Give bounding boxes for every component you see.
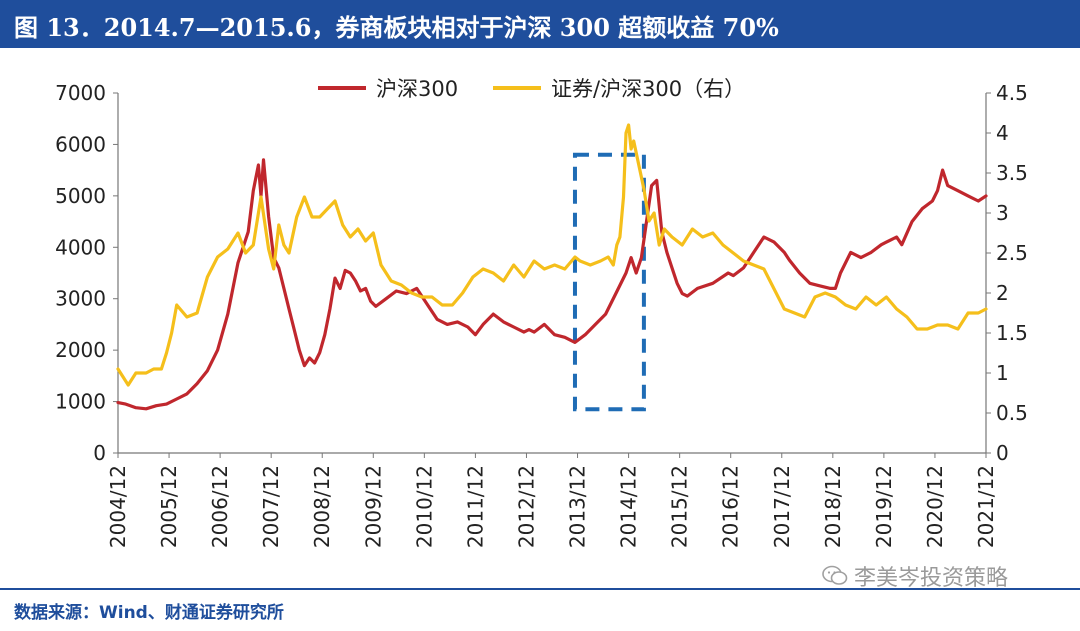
x-tick-label: 2021/12	[974, 465, 998, 548]
x-tick-label: 2010/12	[412, 465, 436, 548]
x-tick-label: 2019/12	[872, 465, 896, 548]
y-left-tick-label: 1000	[55, 390, 106, 414]
footer-divider	[0, 588, 1080, 590]
legend-label-broker-ratio: 证券/沪深300（右）	[551, 77, 745, 101]
y-left-tick-label: 3000	[55, 287, 106, 311]
watermark-text: 李美岑投资策略	[854, 566, 1009, 591]
x-tick-label: 2017/12	[770, 465, 794, 548]
y-left-tick-label: 0	[93, 441, 106, 465]
y-right-tick-label: 2.5	[996, 241, 1028, 265]
y-left-tick-label: 5000	[55, 184, 106, 208]
y-right-tick-label: 2	[996, 281, 1009, 305]
x-tick-label: 2007/12	[259, 465, 283, 548]
y-left-tick-label: 7000	[55, 81, 106, 105]
highlight-layer	[572, 152, 646, 412]
y-left-tick-label: 2000	[55, 338, 106, 362]
watermark: 李美岑投资策略	[822, 562, 1009, 591]
x-tick-label: 2004/12	[106, 465, 130, 548]
highlight-box	[572, 152, 646, 412]
x-tick-label: 2009/12	[361, 465, 385, 548]
x-tick-label: 2005/12	[157, 465, 181, 548]
y-right-tick-label: 3.5	[996, 161, 1028, 185]
y-right-tick-label: 0	[996, 441, 1009, 465]
x-tick-label: 2006/12	[208, 465, 232, 548]
legend-label-csi300: 沪深300	[376, 77, 458, 101]
y-right-tick-label: 4	[996, 121, 1009, 145]
y-right-tick-label: 1	[996, 361, 1009, 385]
y-right-tick-label: 3	[996, 201, 1009, 225]
legend: 沪深300 证券/沪深300（右）	[318, 77, 745, 101]
x-tick-label: 2020/12	[923, 465, 947, 548]
chart-area: 0 1000 2000 3000 4000 5000 6000 7000 0 0.5 1 1.5 2 2.…	[55, 77, 1028, 548]
x-tick-label: 2012/12	[514, 465, 538, 548]
wechat-icon	[822, 565, 848, 585]
y-left-tick-label: 4000	[55, 235, 106, 259]
x-tick-label: 2013/12	[566, 465, 590, 548]
source-note: 数据来源：Wind、财通证券研究所	[14, 603, 284, 623]
axes-layer: 0 1000 2000 3000 4000 5000 6000 7000 0 0.5 1 1.5 2 2.…	[55, 81, 1028, 548]
y-right-tick-label: 1.5	[996, 321, 1028, 345]
chart-title: 图 13．2014.7—2015.6，券商板块相对于沪深 300 超额收益 70…	[14, 13, 779, 42]
title-bar: 图 13．2014.7—2015.6，券商板块相对于沪深 300 超额收益 70…	[0, 0, 1080, 48]
series-line-csi300	[116, 158, 988, 411]
series-line-broker-ratio	[116, 123, 988, 387]
y-left-tick-label: 6000	[55, 132, 106, 156]
series-layer	[116, 123, 988, 411]
x-tick-label: 2016/12	[719, 465, 743, 548]
x-tick-label: 2008/12	[310, 465, 334, 548]
x-tick-label: 2014/12	[617, 465, 641, 548]
x-tick-label: 2015/12	[668, 465, 692, 548]
y-right-tick-label: 0.5	[996, 401, 1028, 425]
x-tick-label: 2018/12	[821, 465, 845, 548]
x-tick-label: 2011/12	[463, 465, 487, 548]
y-right-tick-label: 4.5	[996, 81, 1028, 105]
